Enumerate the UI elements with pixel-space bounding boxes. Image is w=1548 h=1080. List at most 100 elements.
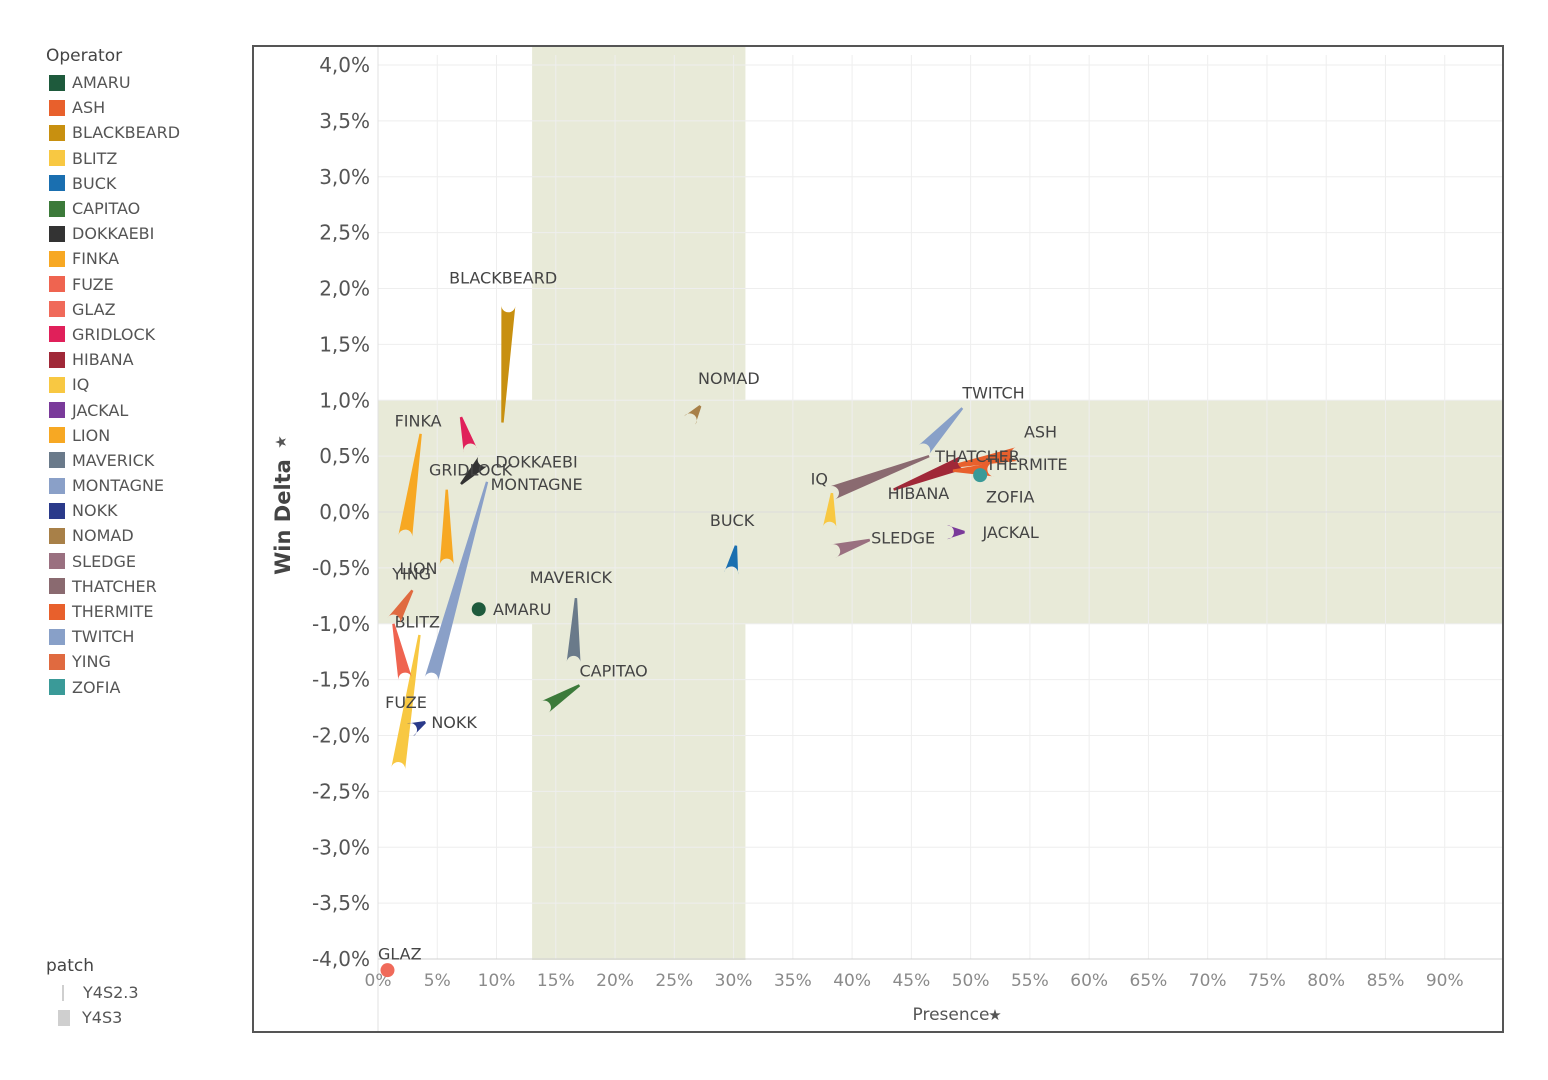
chart-frame: 4,0% 3,5% 3,0% 2,5% 2,0% 1,5% 1,0% 0,5% 0,0% -0,5… (252, 45, 1504, 1033)
legend-item-iq[interactable]: IQ (46, 372, 246, 397)
legend-swatch (49, 124, 65, 141)
legend-swatch (49, 553, 65, 570)
operator-mark-gridlock (459, 416, 478, 453)
legend-item-montagne[interactable]: MONTAGNE (46, 473, 246, 498)
patch-legend-label: Y4S2.3 (83, 983, 139, 1002)
legend-swatch (49, 628, 65, 645)
operator-label: MONTAGNE (491, 475, 583, 494)
operator-label: MAVERICK (530, 568, 613, 587)
legend-swatch (49, 679, 65, 696)
operator-label: AMARU (493, 600, 552, 619)
legend-label: MAVERICK (72, 450, 155, 470)
legend-label: ASH (72, 98, 106, 118)
legend-swatch (49, 99, 65, 116)
operator-mark-montagne (424, 481, 489, 682)
legend-swatch (49, 200, 65, 217)
legend-item-ying[interactable]: YING (46, 649, 246, 674)
legend-item-sledge[interactable]: SLEDGE (46, 549, 246, 574)
legend-label: GLAZ (72, 299, 116, 319)
legend-swatch (49, 301, 65, 318)
operator-mark-fuze (392, 623, 413, 682)
operator-mark-sledge (831, 538, 871, 558)
patch-legend-item[interactable]: Y4S2.3 (58, 980, 246, 1005)
y-tick-label: -0,5% (312, 556, 370, 580)
legend-item-maverick[interactable]: MAVERICK (46, 448, 246, 473)
legend-item-nomad[interactable]: NOMAD (46, 523, 246, 548)
legend-item-fuze[interactable]: FUZE (46, 272, 246, 297)
x-axis-title: Presence (913, 1005, 990, 1025)
legend-swatch (49, 527, 65, 544)
legend-item-zofia[interactable]: ZOFIA (46, 675, 246, 700)
y-tick-label: -3,0% (312, 835, 370, 859)
y-tick-label: -1,5% (312, 668, 370, 692)
x-tick-label: 60% (1070, 971, 1108, 991)
legend-item-blackbeard[interactable]: BLACKBEARD (46, 120, 246, 145)
pin-icon: ★ (272, 435, 290, 448)
operator-label: FINKA (395, 411, 442, 430)
legend-item-finka[interactable]: FINKA (46, 246, 246, 271)
operator-label: ASH (1024, 423, 1057, 442)
legend-swatch (49, 175, 65, 192)
x-tick-label: 25% (655, 971, 693, 991)
legend-label: LION (72, 425, 111, 445)
y-tick-label: 4,0% (319, 53, 370, 77)
legend-item-nokk[interactable]: NOKK (46, 498, 246, 523)
y-tick-label: -2,5% (312, 779, 370, 803)
legend-label: IQ (72, 375, 90, 395)
legend-item-lion[interactable]: LION (46, 423, 246, 448)
y-tick-label: 2,5% (319, 221, 370, 245)
legend-item-jackal[interactable]: JACKAL (46, 397, 246, 422)
operator-label: THERMITE (985, 455, 1067, 474)
operator-label: BLACKBEARD (449, 268, 557, 287)
legend-label: MONTAGNE (72, 476, 165, 496)
patch-legend-item[interactable]: Y4S3 (58, 1005, 246, 1030)
legend-swatch (49, 225, 65, 242)
legend-swatch (49, 653, 65, 670)
legend-label: BLACKBEARD (72, 123, 181, 143)
operator-label: IQ (811, 469, 828, 488)
legend-item-thatcher[interactable]: THATCHER (46, 574, 246, 599)
operator-mark-buck (724, 545, 739, 575)
legend-item-twitch[interactable]: TWITCH (46, 624, 246, 649)
legend-title: Operator (46, 46, 123, 66)
legend-item-amaru[interactable]: AMARU (46, 70, 246, 95)
x-tick-label: 40% (833, 971, 871, 991)
operator-mark-glaz (380, 963, 395, 978)
operator-mark-nokk (406, 721, 426, 737)
operator-mark-blackbeard (501, 304, 516, 423)
operator-mark-iq (822, 492, 837, 530)
operator-mark-maverick (566, 598, 581, 664)
legend-label: AMARU (72, 73, 131, 93)
legend-item-blitz[interactable]: BLITZ (46, 146, 246, 171)
legend-item-dokkaebi[interactable]: DOKKAEBI (46, 221, 246, 246)
operator-label: TWITCH (961, 383, 1024, 402)
legend-label: FUZE (72, 274, 114, 294)
operator-label: GLAZ (378, 944, 422, 963)
operator-mark-jackal (946, 525, 965, 540)
scatter-chart: 4,0% 3,5% 3,0% 2,5% 2,0% 1,5% 1,0% 0,5% 0,0% -0,5… (271, 47, 1502, 1031)
legend-item-hibana[interactable]: HIBANA (46, 347, 246, 372)
legend-item-buck[interactable]: BUCK (46, 171, 246, 196)
legend-item-glaz[interactable]: GLAZ (46, 297, 246, 322)
legend-item-thermite[interactable]: THERMITE (46, 599, 246, 624)
operator-mark-nomad (684, 405, 702, 425)
legend-swatch (49, 452, 65, 469)
x-tick-label: 65% (1130, 971, 1168, 991)
legend-item-capitao[interactable]: CAPITAO (46, 196, 246, 221)
patch-legend-label: Y4S3 (82, 1008, 123, 1027)
y-tick-label: 0,5% (319, 444, 370, 468)
y-axis-title: Win Delta (271, 459, 295, 575)
x-tick-label: 55% (1011, 971, 1049, 991)
operator-label: ZOFIA (986, 487, 1034, 506)
operator-mark-thatcher (829, 455, 930, 500)
x-tick-label: 50% (952, 971, 990, 991)
legend-item-gridlock[interactable]: GRIDLOCK (46, 322, 246, 347)
y-tick-label: 2,0% (319, 277, 370, 301)
legend-item-ash[interactable]: ASH (46, 95, 246, 120)
x-tick-label: 20% (596, 971, 634, 991)
x-tick-label: 10% (478, 971, 516, 991)
legend-swatch (49, 402, 65, 419)
operator-label: LION (399, 559, 437, 578)
operator-mark-amaru (471, 602, 486, 617)
legend-swatch (49, 326, 65, 343)
